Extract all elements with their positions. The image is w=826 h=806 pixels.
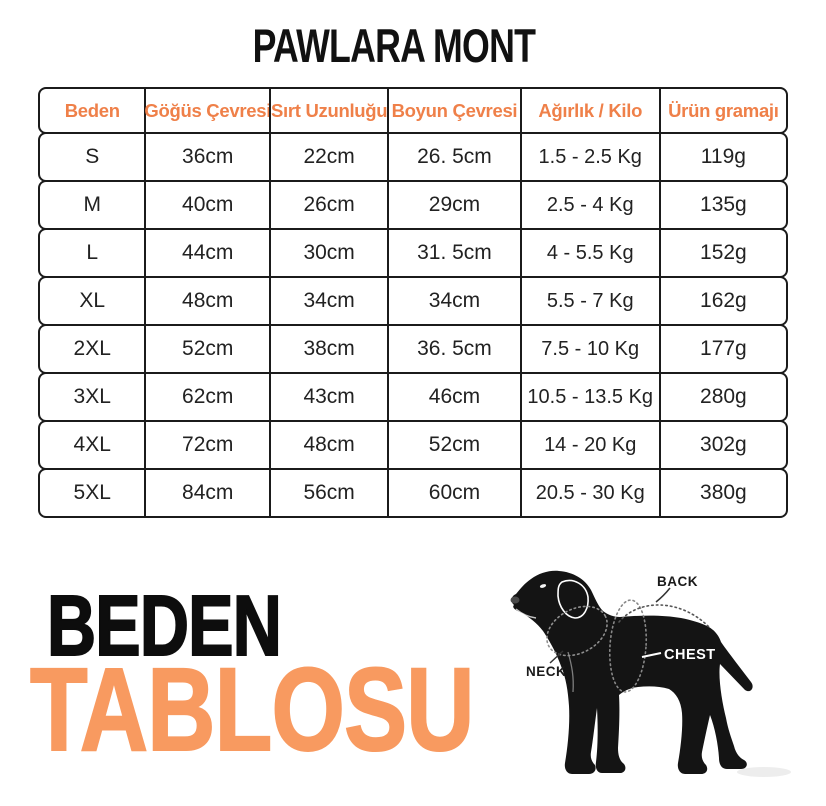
size-cell: 3XL <box>73 385 111 408</box>
table-row: 2XL 52cm 38cm 36. 5cm 7.5 - 10 Kg 177g <box>38 324 788 374</box>
ground-shadow <box>737 767 791 777</box>
grammage-cell: 280g <box>658 374 786 420</box>
table-row: M 40cm 26cm 29cm 2.5 - 4 Kg 135g <box>38 180 788 230</box>
size-cell: 2XL <box>73 337 111 360</box>
back-cell: 38cm <box>269 326 387 372</box>
chest-cell: 84cm <box>144 470 269 516</box>
weight-cell: 1.5 - 2.5 Kg <box>519 134 659 180</box>
grammage-cell: 152g <box>658 230 786 276</box>
grammage-cell: 380g <box>658 470 786 516</box>
back-cell: 56cm <box>269 470 387 516</box>
chest-cell: 40cm <box>144 182 269 228</box>
size-cell: S <box>85 145 100 168</box>
back-pointer-line <box>655 587 671 603</box>
dog-silhouette <box>511 570 753 774</box>
chest-pointer-line <box>641 652 662 658</box>
neck-label: NECK <box>526 664 566 679</box>
neck-cell: 36. 5cm <box>387 326 519 372</box>
chest-measure-ellipse <box>608 599 648 693</box>
weight-cell: 5.5 - 7 Kg <box>519 278 659 324</box>
table-row: 4XL 72cm 48cm 52cm 14 - 20 Kg 302g <box>38 420 788 470</box>
neck-pointer-line <box>549 650 564 664</box>
table-row: S 36cm 22cm 26. 5cm 1.5 - 2.5 Kg 119g <box>38 132 788 182</box>
column-header-sirt: Sırt Uzunluğu <box>269 89 388 132</box>
back-cell: 30cm <box>269 230 387 276</box>
dog-ear <box>557 579 589 619</box>
column-header-gogus: Göğüs Çevresi <box>144 89 271 132</box>
table-row: 3XL 62cm 43cm 46cm 10.5 - 13.5 Kg 280g <box>38 372 788 422</box>
grammage-cell: 177g <box>658 326 786 372</box>
weight-cell: 4 - 5.5 Kg <box>519 230 659 276</box>
neck-cell: 31. 5cm <box>387 230 519 276</box>
size-cell: 5XL <box>73 481 111 504</box>
weight-cell: 10.5 - 13.5 Kg <box>519 374 659 420</box>
table-header-row: Beden Göğüs Çevresi Sırt Uzunluğu Boyun … <box>38 87 788 134</box>
chest-label: CHEST <box>664 647 716 663</box>
grammage-cell: 119g <box>658 134 786 180</box>
size-table: Beden Göğüs Çevresi Sırt Uzunluğu Boyun … <box>38 87 788 518</box>
dog-mouth-line <box>515 608 537 619</box>
chest-cell: 48cm <box>144 278 269 324</box>
title-row: PAWLARA MONT <box>0 18 826 73</box>
neck-cell: 60cm <box>387 470 519 516</box>
chest-cell: 72cm <box>144 422 269 468</box>
back-cell: 22cm <box>269 134 387 180</box>
footer-title-black: BEDEN <box>46 579 282 674</box>
table-row: L 44cm 30cm 31. 5cm 4 - 5.5 Kg 152g <box>38 228 788 278</box>
table-row: XL 48cm 34cm 34cm 5.5 - 7 Kg 162g <box>38 276 788 326</box>
chest-cell: 44cm <box>144 230 269 276</box>
footer-title-orange: TABLOSU <box>29 644 475 776</box>
column-header-boyun: Boyun Çevresi <box>387 89 519 132</box>
size-cell: XL <box>79 289 106 312</box>
dog-eye <box>539 584 547 588</box>
neck-cell: 29cm <box>387 182 519 228</box>
grammage-cell: 302g <box>658 422 786 468</box>
grammage-cell: 135g <box>658 182 786 228</box>
chest-cell: 62cm <box>144 374 269 420</box>
back-label: BACK <box>657 574 698 589</box>
weight-cell: 14 - 20 Kg <box>519 422 659 468</box>
size-cell: M <box>83 193 101 216</box>
neck-cell: 46cm <box>387 374 519 420</box>
neck-cell: 34cm <box>387 278 519 324</box>
back-cell: 26cm <box>269 182 387 228</box>
size-cell: 4XL <box>73 433 111 456</box>
size-cell: L <box>86 241 99 264</box>
column-header-beden: Beden <box>64 99 120 121</box>
column-header-agirlik: Ağırlık / Kilo <box>519 89 659 132</box>
chest-cell: 36cm <box>144 134 269 180</box>
weight-cell: 20.5 - 30 Kg <box>519 470 659 516</box>
neck-cell: 52cm <box>387 422 519 468</box>
neck-cell: 26. 5cm <box>387 134 519 180</box>
dog-nose <box>510 596 520 604</box>
weight-cell: 7.5 - 10 Kg <box>519 326 659 372</box>
page-title: PAWLARA MONT <box>252 19 536 72</box>
grammage-cell: 162g <box>658 278 786 324</box>
back-measure-arc <box>618 604 710 628</box>
back-cell: 43cm <box>269 374 387 420</box>
weight-cell: 2.5 - 4 Kg <box>519 182 659 228</box>
column-header-gramaj: Ürün gramajı <box>658 89 786 132</box>
dog-measurement-diagram: BACK CHEST NECK <box>510 570 791 777</box>
chest-cell: 52cm <box>144 326 269 372</box>
back-cell: 48cm <box>269 422 387 468</box>
back-cell: 34cm <box>269 278 387 324</box>
table-row: 5XL 84cm 56cm 60cm 20.5 - 30 Kg 380g <box>38 468 788 518</box>
neck-measure-ellipse <box>546 605 608 657</box>
